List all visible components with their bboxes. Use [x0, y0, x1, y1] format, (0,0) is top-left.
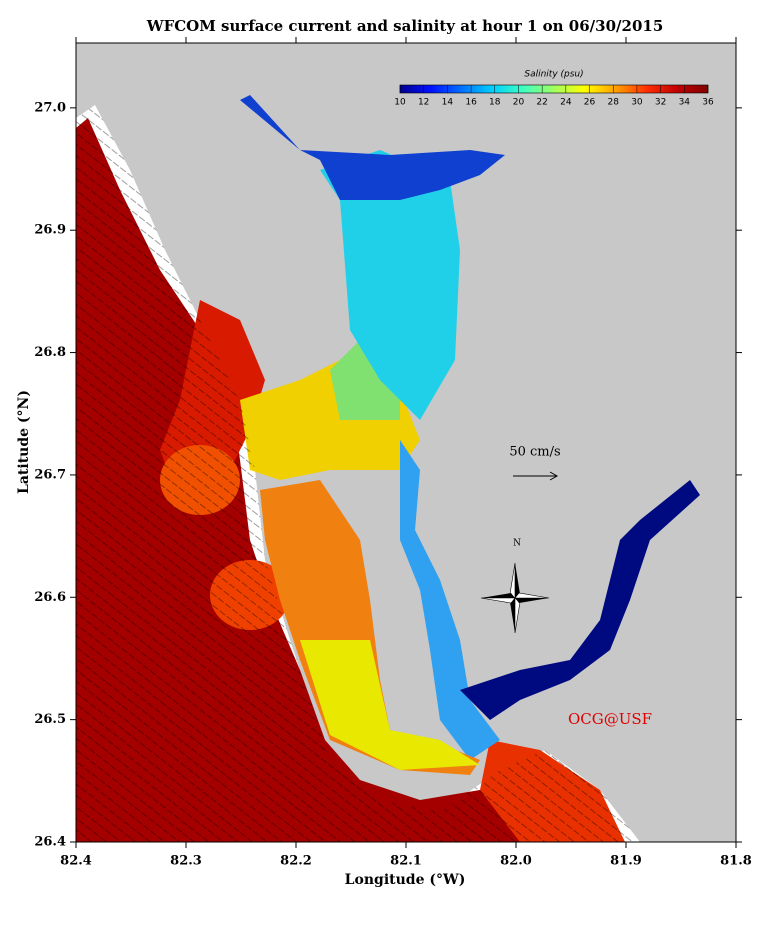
x-tick-label: 82.4 — [60, 854, 92, 869]
x-tick-label: 82.3 — [170, 854, 202, 869]
x-tick-label: 82.2 — [280, 854, 312, 869]
map-title: WFCOM surface current and salinity at ho… — [146, 17, 664, 35]
river-water — [240, 95, 505, 200]
compass-north: N — [513, 539, 521, 549]
x-tick-label: 82.0 — [500, 854, 532, 869]
river-water — [460, 480, 700, 720]
y-tick-label: 26.4 — [34, 835, 66, 850]
y-tick-label: 26.9 — [34, 223, 66, 238]
harbor-water — [320, 150, 460, 420]
colorbar-tick-label: 18 — [489, 98, 501, 108]
colorbar-tick-label: 32 — [655, 98, 666, 108]
colorbar-tick-label: 16 — [465, 98, 477, 108]
x-tick-label: 81.8 — [720, 854, 752, 869]
y-tick-label: 26.6 — [34, 590, 66, 605]
colorbar-tick-label: 12 — [418, 98, 429, 108]
colorbar-tick-label: 22 — [536, 98, 547, 108]
credit: OCG@USF — [568, 710, 652, 728]
colorbar-tick-label: 20 — [513, 98, 525, 108]
y-tick-label: 27.0 — [34, 100, 66, 115]
map-area — [76, 43, 736, 842]
colorbar-ramp — [399, 84, 709, 94]
harbor-water — [330, 340, 400, 420]
colorbar-tick-label: 28 — [608, 98, 620, 108]
x-tick-label: 82.1 — [390, 854, 422, 869]
compass-rose — [480, 562, 550, 634]
colorbar-tick-label: 24 — [560, 98, 572, 108]
scale-label: 50 cm/s — [509, 445, 560, 460]
colorbar-tick-label: 30 — [631, 98, 643, 108]
estuary-water — [300, 640, 480, 770]
channel-water — [400, 440, 500, 760]
colorbar-label: Salinity (psu) — [524, 70, 583, 80]
scale-arrow-head — [549, 471, 559, 481]
colorbar-tick-label: 26 — [584, 98, 596, 108]
colorbar-tick-label: 14 — [442, 98, 454, 108]
colorbar: 10 12 14 16 18 20 22 24 26 28 30 32 34 36 — [394, 84, 714, 108]
y-tick-label: 26.5 — [34, 712, 66, 727]
y-tick-label: 26.8 — [34, 345, 66, 360]
x-axis-label: Longitude (°W) — [345, 872, 466, 888]
y-tick-label: 26.7 — [34, 467, 66, 482]
x-tick-label: 81.9 — [610, 854, 642, 869]
estuary-water — [260, 480, 480, 775]
current-vectors — [76, 105, 640, 842]
colorbar-tick-label: 10 — [394, 98, 406, 108]
colorbar-tick-label: 36 — [702, 98, 714, 108]
y-axis-label: Latitude (°N) — [16, 390, 32, 494]
colorbar-tick-label: 34 — [679, 98, 691, 108]
